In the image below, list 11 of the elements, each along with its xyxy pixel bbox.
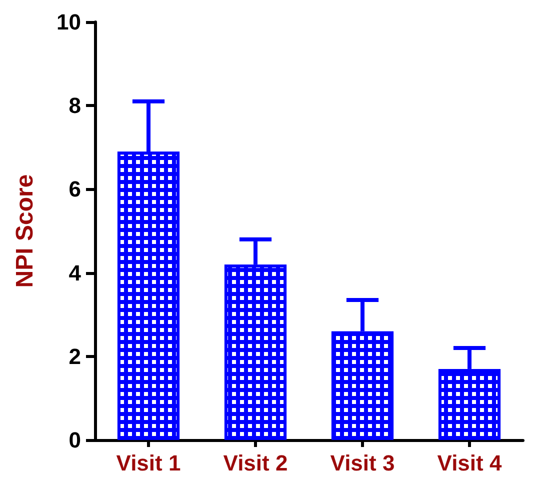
y-tick-label: 10 bbox=[56, 10, 81, 34]
x-tick-label: Visit 3 bbox=[330, 450, 395, 476]
y-tick-label: 6 bbox=[68, 176, 81, 202]
y-tick-label: 2 bbox=[68, 344, 81, 369]
y-tick-label: 8 bbox=[68, 93, 81, 118]
y-tick-label: 0 bbox=[68, 428, 81, 452]
y-tick-label: 4 bbox=[68, 260, 82, 286]
x-tick-label: Visit 2 bbox=[223, 450, 288, 476]
x-tick-label: Visit 4 bbox=[437, 450, 502, 476]
y-axis-title: NPI Score bbox=[12, 174, 38, 288]
x-tick-label: Visit 1 bbox=[116, 450, 181, 476]
